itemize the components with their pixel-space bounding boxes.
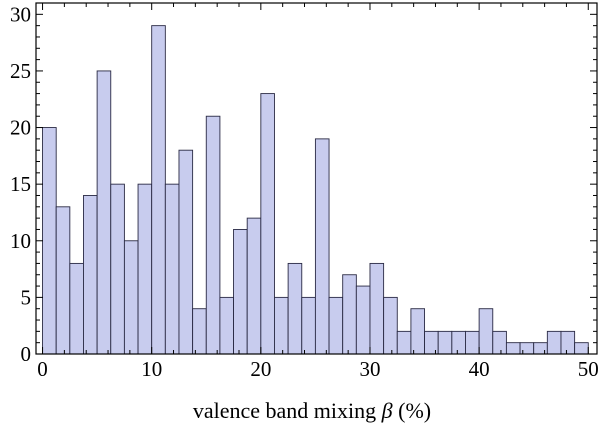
histogram-bar <box>137 183 153 355</box>
histogram-bar <box>287 262 303 355</box>
histogram-bar <box>96 70 112 355</box>
histogram-bar <box>192 308 207 355</box>
x-tick-label: 50 <box>578 357 599 381</box>
histogram-bar <box>369 262 385 355</box>
y-tick-label: 10 <box>10 229 31 253</box>
histogram-bar <box>83 195 98 355</box>
histogram-bar <box>110 183 125 355</box>
histogram-bar <box>342 274 357 355</box>
histogram-bar <box>560 330 576 355</box>
histogram-bar <box>396 330 412 355</box>
histogram-bar <box>233 229 248 355</box>
histogram-bar <box>546 330 562 355</box>
y-tick-label: 30 <box>10 2 31 26</box>
histogram-bar <box>451 330 466 355</box>
x-tick-label: 0 <box>37 357 48 381</box>
x-tick-label: 10 <box>141 357 162 381</box>
histogram-bar <box>123 240 139 355</box>
histogram-bar <box>424 330 439 355</box>
histogram-bar <box>274 296 289 355</box>
ticks-group: 0 10 20 30 40 50 0 5 10 15 20 25 30 <box>10 2 599 381</box>
histogram-bar <box>328 296 344 355</box>
plot-frame <box>35 2 598 355</box>
histogram-bar <box>205 115 221 355</box>
histogram-bar <box>301 296 316 355</box>
histogram-bar <box>437 330 453 355</box>
histogram-bar <box>260 93 275 355</box>
x-tick-label: 20 <box>250 357 271 381</box>
y-tick-label: 25 <box>10 59 31 83</box>
histogram-bar <box>69 262 84 355</box>
histogram-bar <box>246 217 262 355</box>
histogram-bar <box>533 342 548 355</box>
x-tick-label: 40 <box>469 357 490 381</box>
histogram-bar <box>314 138 330 355</box>
y-tick-label: 5 <box>21 285 32 309</box>
histogram-bar <box>478 308 494 355</box>
histogram-bar <box>519 342 535 355</box>
histogram-bar <box>151 25 166 355</box>
y-tick-label: 20 <box>10 116 31 140</box>
histogram-bar <box>178 149 194 355</box>
histogram-bar <box>383 296 398 355</box>
histogram-bar <box>164 183 180 355</box>
histogram-bar <box>410 308 426 355</box>
histogram-bar <box>492 330 507 355</box>
histogram-bar <box>465 330 480 355</box>
x-axis-title: valence band mixing β (%) <box>193 398 431 423</box>
bars-group <box>42 25 589 355</box>
histogram-bar <box>355 285 371 355</box>
y-tick-label: 0 <box>21 342 32 366</box>
histogram-bar <box>42 127 57 355</box>
y-tick-label: 15 <box>10 172 31 196</box>
histogram-bar <box>574 342 589 355</box>
histogram-bar <box>505 342 521 355</box>
histogram-bar <box>55 206 71 355</box>
histogram-bar <box>219 296 235 355</box>
x-tick-label: 30 <box>359 357 380 381</box>
